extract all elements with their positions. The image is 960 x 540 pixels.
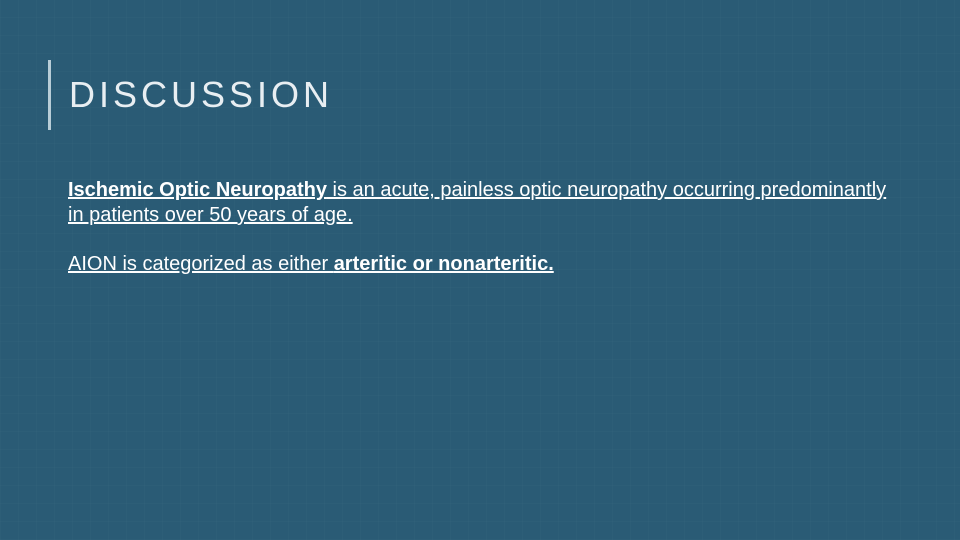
text-run: Ischemic Optic Neuropathy — [68, 179, 327, 201]
title-accent-bar — [48, 60, 51, 130]
slide-title: DISCUSSION — [69, 74, 333, 116]
paragraph: AION is categorized as either arteritic … — [68, 252, 900, 277]
slide: DISCUSSION Ischemic Optic Neuropathy is … — [0, 0, 960, 540]
text-run: AION is categorized as either — [68, 253, 334, 275]
paragraph: Ischemic Optic Neuropathy is an acute, p… — [68, 178, 900, 228]
body-block: Ischemic Optic Neuropathy is an acute, p… — [68, 178, 900, 277]
text-run: arteritic or nonarteritic. — [334, 253, 554, 275]
title-block: DISCUSSION — [48, 60, 333, 130]
